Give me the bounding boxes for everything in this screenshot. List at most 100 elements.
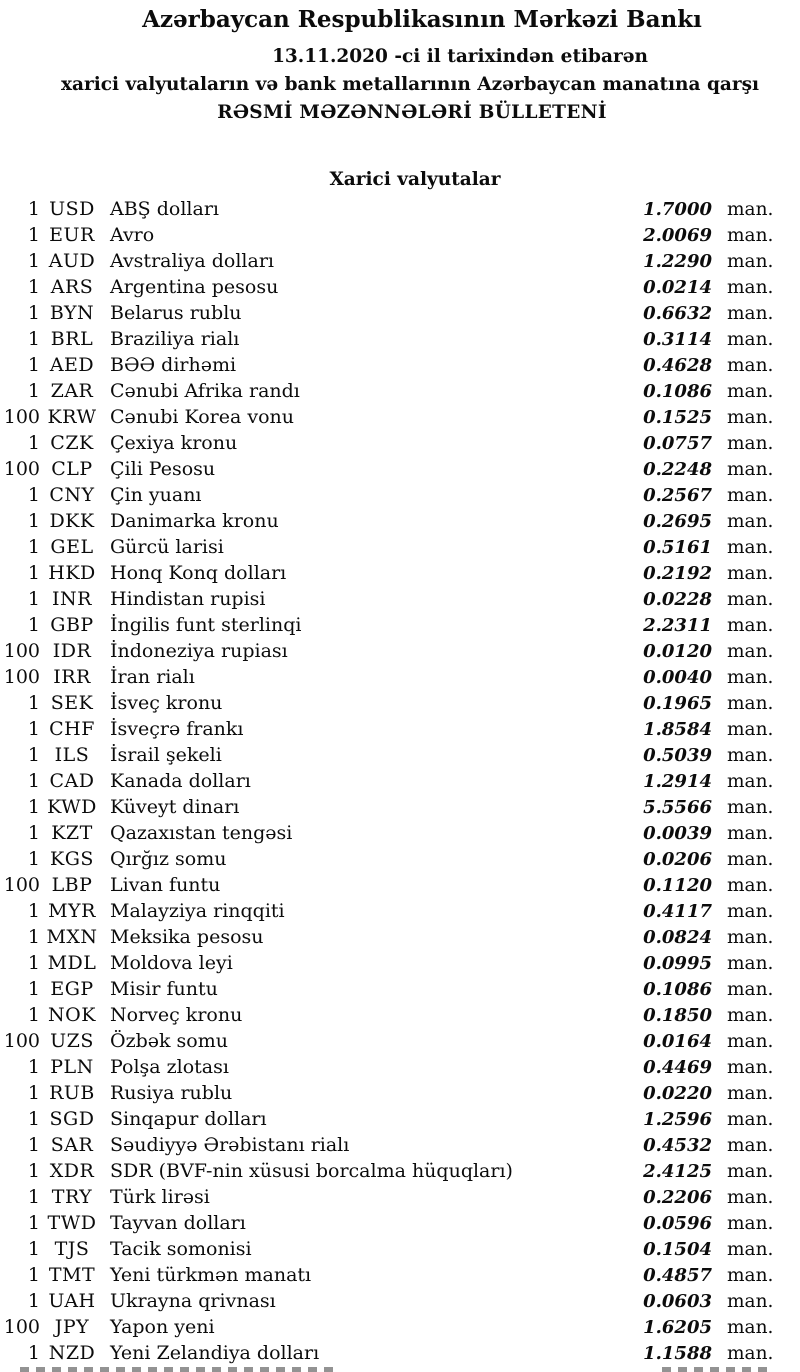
currency-quantity: 1	[27, 1160, 40, 1182]
manat-unit-label: man.	[727, 1108, 774, 1130]
table-row: 1 KGS Qırğız somu 0.0206 man.	[0, 846, 800, 872]
currency-rate: 0.2248	[643, 458, 712, 480]
currency-quantity: 1	[27, 1056, 40, 1078]
currency-code: NOK	[48, 1004, 96, 1026]
currency-rate: 1.6205	[643, 1316, 712, 1338]
currency-rate: 0.2567	[643, 484, 712, 506]
currency-code: KZT	[51, 822, 93, 844]
manat-unit-label: man.	[727, 822, 774, 844]
currency-name: Meksika pesosu	[110, 926, 264, 948]
table-row: 1 KZT Qazaxıstan tengəsi 0.0039 man.	[0, 820, 800, 846]
currency-code: CNY	[49, 484, 95, 506]
table-row: 100 LBP Livan funtu 0.1120 man.	[0, 872, 800, 898]
currency-code: SEK	[50, 692, 94, 714]
currency-code: USD	[49, 198, 95, 220]
currency-rate: 0.0214	[643, 276, 712, 298]
currency-quantity: 1	[27, 900, 40, 922]
currency-rate: 1.7000	[643, 198, 712, 220]
currency-rate: 0.1086	[643, 380, 712, 402]
manat-unit-label: man.	[727, 1004, 774, 1026]
currency-name: Səudiyyə Ərəbistanı rialı	[110, 1134, 350, 1156]
currency-rate: 0.0995	[643, 952, 712, 974]
currency-code: CHF	[49, 718, 95, 740]
currency-code: RUB	[49, 1082, 95, 1104]
manat-unit-label: man.	[727, 1212, 774, 1234]
manat-unit-label: man.	[727, 432, 774, 454]
currency-rate: 0.0040	[643, 666, 712, 688]
currency-rate: 2.2311	[643, 614, 712, 636]
manat-unit-label: man.	[727, 406, 774, 428]
manat-unit-label: man.	[727, 1082, 774, 1104]
currency-quantity: 1	[27, 952, 40, 974]
currency-rate: 0.1504	[643, 1238, 712, 1260]
currency-quantity: 1	[27, 1082, 40, 1104]
manat-unit-label: man.	[727, 718, 774, 740]
clipped-next-row-fragment-right	[662, 1367, 770, 1372]
table-row: 1 CHF İsveçrə frankı 1.8584 man.	[0, 716, 800, 742]
currency-quantity: 1	[27, 562, 40, 584]
currency-name: SDR (BVF-nin xüsusi borcalma hüquqları)	[110, 1160, 513, 1182]
manat-unit-label: man.	[727, 536, 774, 558]
currency-name: Malayziya rinqqiti	[110, 900, 285, 922]
currency-code: GBP	[50, 614, 94, 636]
currency-code: ILS	[54, 744, 90, 766]
currency-rate: 5.5566	[643, 796, 712, 818]
currency-code: MYR	[48, 900, 96, 922]
currency-code: EGP	[50, 978, 94, 1000]
manat-unit-label: man.	[727, 1160, 774, 1182]
currency-rate: 0.4628	[643, 354, 712, 376]
currency-code: BRL	[50, 328, 94, 350]
manat-unit-label: man.	[727, 1030, 774, 1052]
table-row: 1 MXN Meksika pesosu 0.0824 man.	[0, 924, 800, 950]
currency-quantity: 1	[27, 1134, 40, 1156]
manat-unit-label: man.	[727, 796, 774, 818]
manat-unit-label: man.	[727, 1186, 774, 1208]
currency-quantity: 1	[27, 484, 40, 506]
currency-name: Tacik somonisi	[110, 1238, 252, 1260]
currency-rate: 1.2290	[643, 250, 712, 272]
currency-rate: 0.0824	[643, 926, 712, 948]
currency-name: Yeni türkmən manatı	[110, 1264, 312, 1286]
currency-code: KRW	[47, 406, 97, 428]
currency-quantity: 100	[3, 1316, 40, 1338]
table-row: 1 INR Hindistan rupisi 0.0228 man.	[0, 586, 800, 612]
currency-name: Yapon yeni	[110, 1316, 215, 1338]
currency-name: Rusiya rublu	[110, 1082, 233, 1104]
currency-quantity: 1	[27, 848, 40, 870]
table-row: 1 DKK Danimarka kronu 0.2695 man.	[0, 508, 800, 534]
currency-quantity: 100	[3, 1030, 40, 1052]
table-row: 1 BYN Belarus rublu 0.6632 man.	[0, 300, 800, 326]
manat-unit-label: man.	[727, 198, 774, 220]
currency-quantity: 1	[27, 1004, 40, 1026]
currency-name: Avstraliya dolları	[110, 250, 274, 272]
manat-unit-label: man.	[727, 302, 774, 324]
currency-quantity: 1	[27, 510, 40, 532]
currency-quantity: 1	[27, 770, 40, 792]
scope-line: xarici valyutaların və bank metallarının…	[60, 74, 760, 95]
currency-code: TMT	[48, 1264, 96, 1286]
currency-name: Honq Konq dolları	[110, 562, 287, 584]
currency-code: TJS	[54, 1238, 90, 1260]
manat-unit-label: man.	[727, 250, 774, 272]
currency-code: JPY	[54, 1316, 90, 1338]
currency-quantity: 100	[3, 406, 40, 428]
table-row: 100 KRW Cənubi Korea vonu 0.1525 man.	[0, 404, 800, 430]
table-row: 1 EGP Misir funtu 0.1086 man.	[0, 976, 800, 1002]
table-row: 1 EUR Avro 2.0069 man.	[0, 222, 800, 248]
currency-rate: 0.0039	[643, 822, 712, 844]
currency-code: BYN	[49, 302, 95, 324]
manat-unit-label: man.	[727, 640, 774, 662]
manat-unit-label: man.	[727, 510, 774, 532]
currency-rate: 0.0596	[643, 1212, 712, 1234]
currency-code: LBP	[51, 874, 93, 896]
manat-unit-label: man.	[727, 1342, 774, 1364]
currency-rate: 0.2695	[643, 510, 712, 532]
currency-name: Misir funtu	[110, 978, 218, 1000]
currency-quantity: 1	[27, 250, 40, 272]
currency-rate: 0.6632	[643, 302, 712, 324]
currency-quantity: 1	[27, 1186, 40, 1208]
manat-unit-label: man.	[727, 900, 774, 922]
currency-code: PLN	[50, 1056, 94, 1078]
currency-name: Danimarka kronu	[110, 510, 279, 532]
currency-rate: 2.4125	[643, 1160, 712, 1182]
